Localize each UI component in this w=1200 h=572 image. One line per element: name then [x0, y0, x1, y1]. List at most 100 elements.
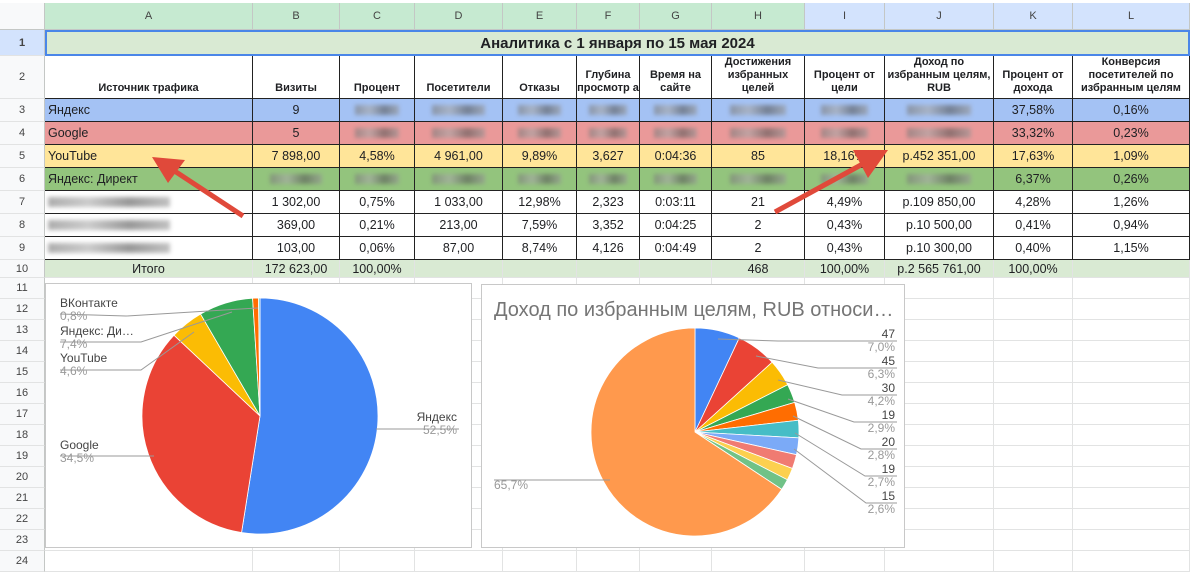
row-header-20[interactable]: 20: [0, 467, 45, 488]
row-header-9[interactable]: 9: [0, 237, 45, 260]
cell[interactable]: [994, 341, 1073, 362]
row-header-17[interactable]: 17: [0, 404, 45, 425]
cell[interactable]: [1073, 488, 1190, 509]
table-cell[interactable]: 0,43%: [805, 237, 885, 260]
cell[interactable]: [994, 404, 1073, 425]
column-title[interactable]: Посетители: [415, 56, 503, 99]
table-cell[interactable]: 85: [712, 145, 805, 168]
table-cell[interactable]: 87,00: [415, 237, 503, 260]
table-cell[interactable]: [885, 99, 994, 122]
table-cell[interactable]: 0,21%: [340, 214, 415, 237]
row-header-23[interactable]: 23: [0, 530, 45, 551]
table-cell[interactable]: 21: [712, 191, 805, 214]
cell[interactable]: [994, 299, 1073, 320]
table-cell[interactable]: [885, 168, 994, 191]
row-header-21[interactable]: 21: [0, 488, 45, 509]
table-cell[interactable]: р.109 850,00: [885, 191, 994, 214]
table-cell[interactable]: YouTube: [45, 145, 253, 168]
table-cell[interactable]: 6,37%: [994, 168, 1073, 191]
column-header-C[interactable]: C: [340, 3, 415, 30]
table-cell[interactable]: [640, 168, 712, 191]
cell[interactable]: [885, 404, 994, 425]
table-cell[interactable]: 0,94%: [1073, 214, 1190, 237]
column-header-F[interactable]: F: [577, 3, 640, 30]
table-cell[interactable]: [712, 122, 805, 145]
table-cell[interactable]: 0:04:49: [640, 237, 712, 260]
total-cell[interactable]: 172 623,00: [253, 260, 340, 278]
table-cell[interactable]: [340, 99, 415, 122]
table-cell[interactable]: 3,627: [577, 145, 640, 168]
table-cell[interactable]: 5: [253, 122, 340, 145]
total-cell[interactable]: [415, 260, 503, 278]
table-cell[interactable]: р.452 351,00: [885, 145, 994, 168]
column-header-G[interactable]: G: [640, 3, 712, 30]
cell[interactable]: [994, 320, 1073, 341]
table-cell[interactable]: Яндекс: [45, 99, 253, 122]
cell[interactable]: [885, 341, 994, 362]
cell[interactable]: [885, 320, 994, 341]
column-title[interactable]: Процент от цели: [805, 56, 885, 99]
cell[interactable]: [885, 278, 994, 299]
cell[interactable]: [885, 530, 994, 551]
table-cell[interactable]: [253, 168, 340, 191]
table-cell[interactable]: 0,26%: [1073, 168, 1190, 191]
cell[interactable]: [1073, 341, 1190, 362]
table-cell[interactable]: 9,89%: [503, 145, 577, 168]
table-cell[interactable]: 1,15%: [1073, 237, 1190, 260]
cell[interactable]: [885, 299, 994, 320]
table-cell[interactable]: 12,98%: [503, 191, 577, 214]
table-cell[interactable]: [503, 122, 577, 145]
table-cell[interactable]: 3,352: [577, 214, 640, 237]
column-title[interactable]: Источник трафика: [45, 56, 253, 99]
row-header-22[interactable]: 22: [0, 509, 45, 530]
column-title[interactable]: Время на сайте: [640, 56, 712, 99]
cell[interactable]: [885, 425, 994, 446]
row-header-3[interactable]: 3: [0, 99, 45, 122]
pie-slice[interactable]: [241, 297, 379, 535]
select-all-corner[interactable]: [0, 3, 45, 30]
table-cell[interactable]: 4 961,00: [415, 145, 503, 168]
row-header-2[interactable]: 2: [0, 56, 45, 99]
row-header-4[interactable]: 4: [0, 122, 45, 145]
table-cell[interactable]: [415, 122, 503, 145]
table-cell[interactable]: 1 302,00: [253, 191, 340, 214]
table-cell[interactable]: [640, 99, 712, 122]
table-cell[interactable]: 1,26%: [1073, 191, 1190, 214]
pie-slice[interactable]: [141, 334, 261, 534]
row-header-1[interactable]: 1: [0, 30, 45, 56]
traffic-pie-chart[interactable]: ВКонтакте 0,8% Яндекс: Ди… 7,4% YouTube 4,6% G…: [45, 283, 472, 548]
row-header-14[interactable]: 14: [0, 341, 45, 362]
total-cell[interactable]: [1073, 260, 1190, 278]
cell[interactable]: [994, 383, 1073, 404]
table-cell[interactable]: 0,16%: [1073, 99, 1190, 122]
pie-slice[interactable]: [258, 297, 261, 417]
table-cell[interactable]: [45, 191, 253, 214]
cell[interactable]: [1073, 467, 1190, 488]
table-cell[interactable]: 2: [712, 237, 805, 260]
table-cell[interactable]: 4,58%: [340, 145, 415, 168]
column-title[interactable]: Процент: [340, 56, 415, 99]
cell[interactable]: [1073, 425, 1190, 446]
column-header-D[interactable]: D: [415, 3, 503, 30]
row-header-7[interactable]: 7: [0, 191, 45, 214]
total-cell[interactable]: 100,00%: [994, 260, 1073, 278]
table-cell[interactable]: 37,58%: [994, 99, 1073, 122]
total-cell[interactable]: [640, 260, 712, 278]
row-header-16[interactable]: 16: [0, 383, 45, 404]
total-cell[interactable]: [503, 260, 577, 278]
row-header-8[interactable]: 8: [0, 214, 45, 237]
row-header-11[interactable]: 11: [0, 278, 45, 299]
table-cell[interactable]: 0:04:36: [640, 145, 712, 168]
cell[interactable]: [885, 509, 994, 530]
table-cell[interactable]: [712, 168, 805, 191]
column-header-I[interactable]: I: [805, 3, 885, 30]
row-header-10[interactable]: 10: [0, 260, 45, 278]
column-title[interactable]: Визиты: [253, 56, 340, 99]
total-cell[interactable]: р.2 565 761,00: [885, 260, 994, 278]
row-header-13[interactable]: 13: [0, 320, 45, 341]
table-cell[interactable]: 17,63%: [994, 145, 1073, 168]
cell[interactable]: [1073, 362, 1190, 383]
cell[interactable]: [1073, 446, 1190, 467]
table-cell[interactable]: Google: [45, 122, 253, 145]
cell[interactable]: [1073, 320, 1190, 341]
